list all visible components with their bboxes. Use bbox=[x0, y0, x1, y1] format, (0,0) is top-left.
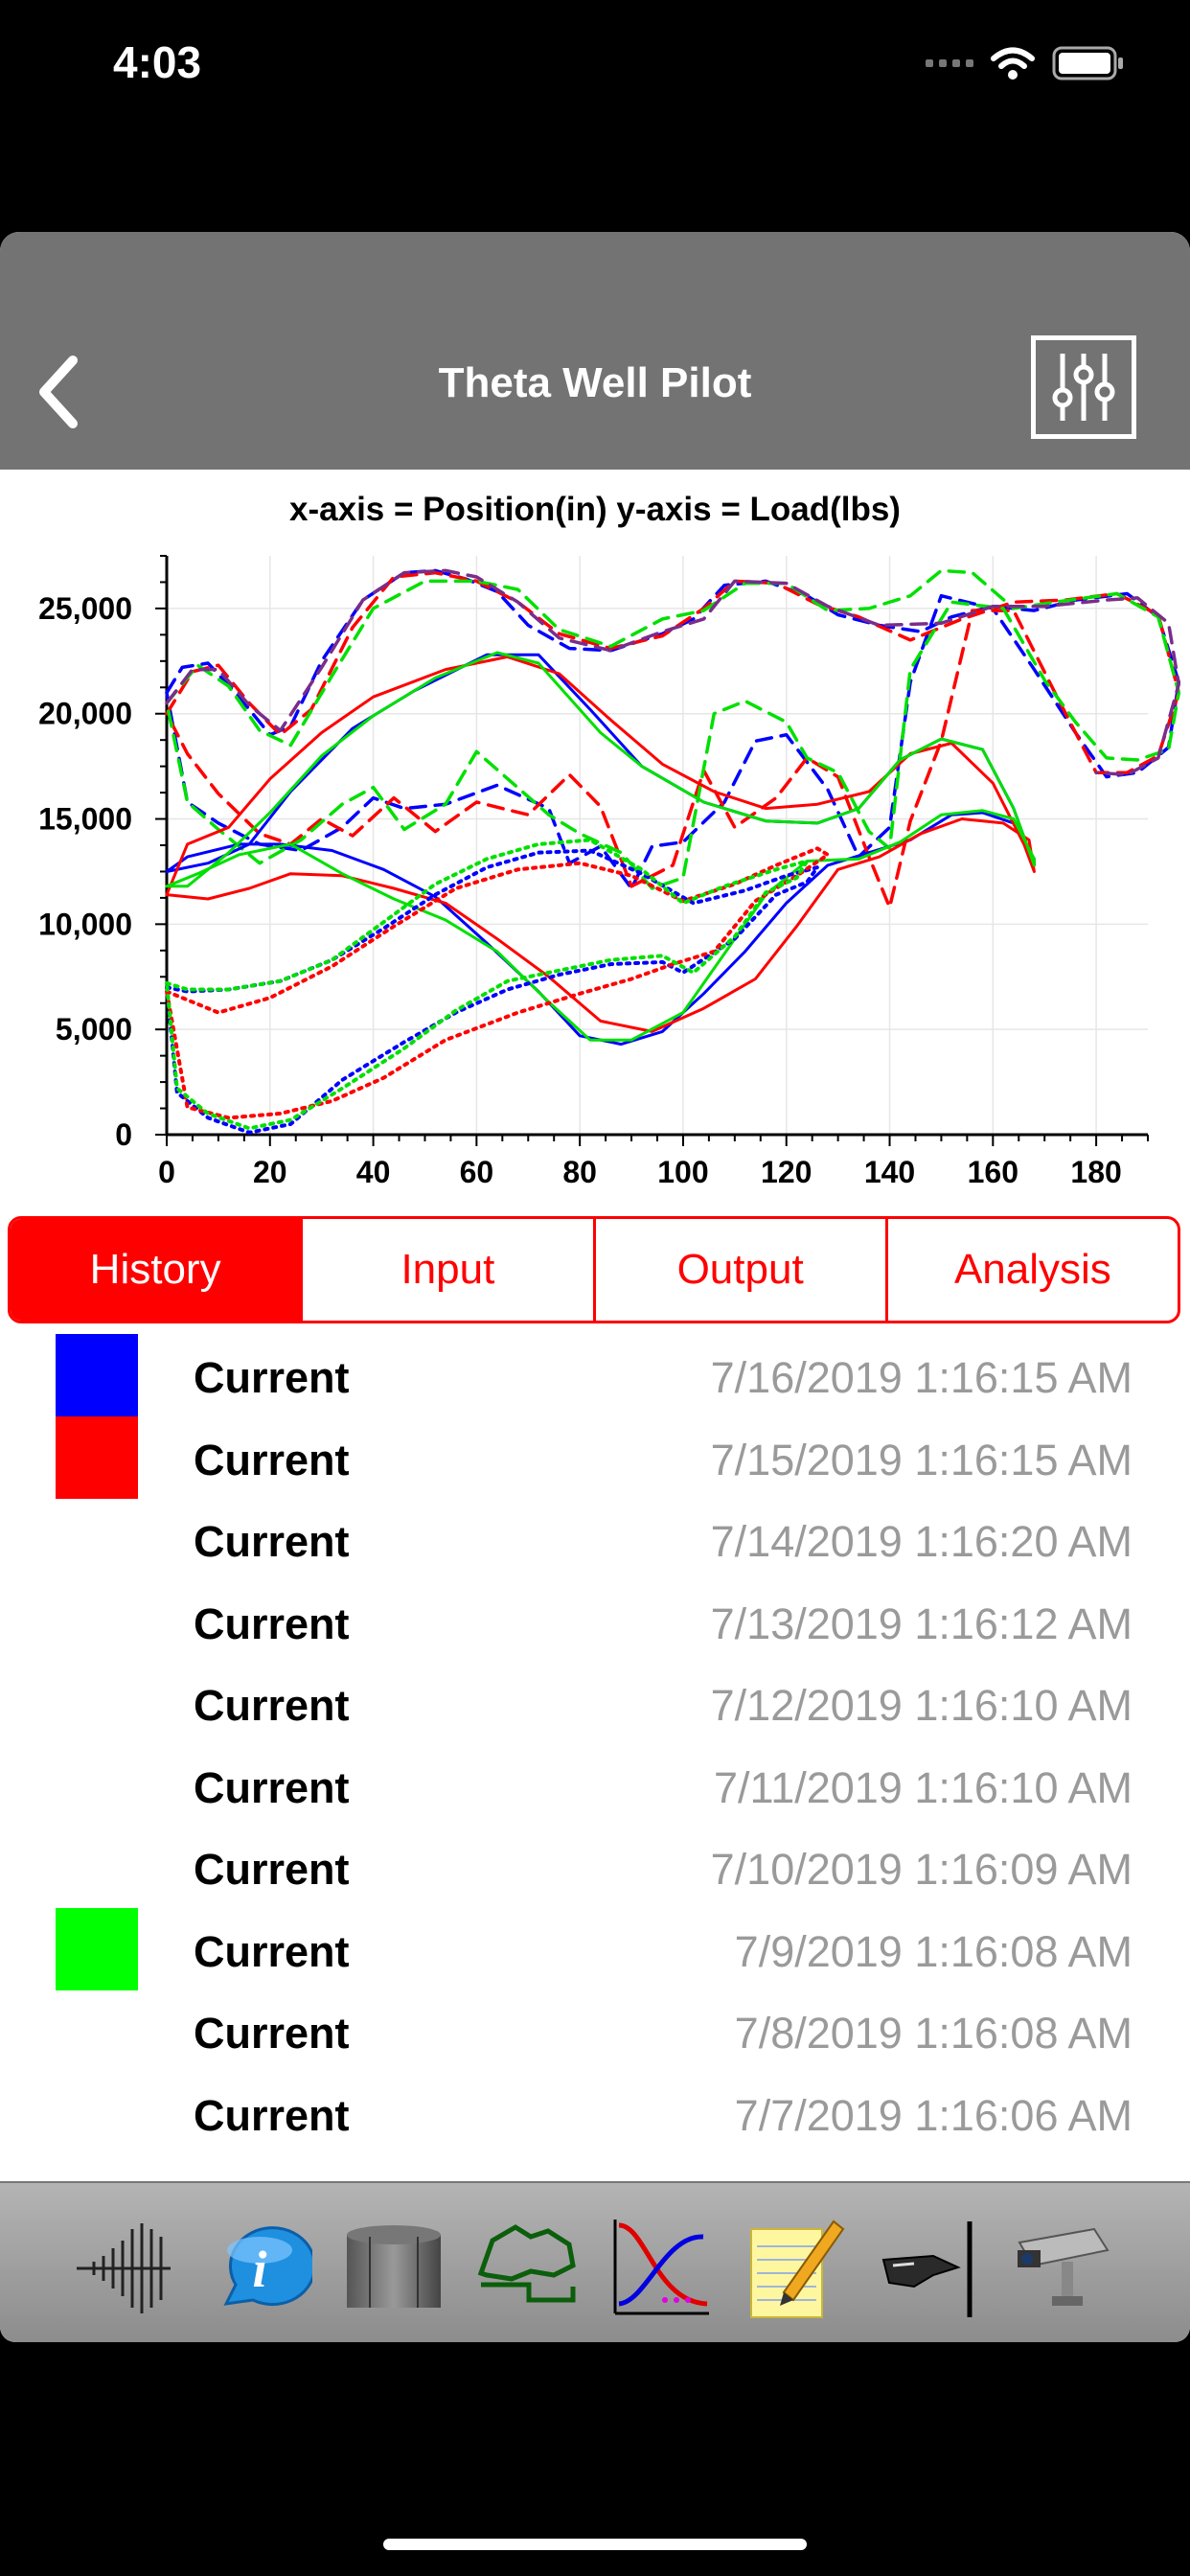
dynamometer-icon[interactable] bbox=[71, 2216, 176, 2321]
color-swatch bbox=[56, 1415, 138, 1499]
list-item-name: Current bbox=[194, 1598, 350, 1648]
home-indicator[interactable] bbox=[383, 2539, 807, 2550]
color-swatch bbox=[56, 1907, 138, 1990]
list-item-name: Current bbox=[194, 1681, 350, 1730]
status-bar: 4:03 bbox=[0, 0, 1190, 134]
list-item-name: Current bbox=[194, 1926, 350, 1976]
status-time: 4:03 bbox=[113, 37, 202, 87]
info-icon[interactable]: i bbox=[207, 2216, 316, 2321]
list-item-date: 7/10/2019 1:16:09 AM bbox=[710, 1845, 1133, 1894]
list-item[interactable]: Current 7/9/2019 1:16:08 AM bbox=[0, 1907, 1190, 1990]
main-panel: Theta Well Pilot 0 20 40 60 80 100 120 140 160 18… bbox=[0, 232, 1190, 2342]
series-line bbox=[165, 568, 1181, 777]
series-line bbox=[165, 651, 1036, 1042]
back-button[interactable] bbox=[27, 349, 94, 435]
x-tick-label: 160 bbox=[968, 1155, 1018, 1189]
series-line bbox=[165, 846, 830, 1120]
list-item[interactable]: Current 7/7/2019 1:16:06 AM bbox=[0, 2072, 1190, 2154]
list-item-date: 7/9/2019 1:16:08 AM bbox=[734, 1926, 1133, 1976]
cellular-signal-icon bbox=[926, 59, 973, 67]
chevron-left-icon bbox=[39, 356, 78, 428]
list-item-name: Current bbox=[194, 1762, 350, 1812]
settings-button[interactable] bbox=[1031, 335, 1136, 439]
chart-title: x-axis = Position(in) y-axis = Load(lbs) bbox=[289, 491, 901, 528]
series-line bbox=[165, 570, 1181, 909]
list-item-date: 7/11/2019 1:16:10 AM bbox=[713, 1762, 1133, 1812]
list-item-name: Current bbox=[194, 1517, 350, 1566]
curve-chart-icon[interactable] bbox=[607, 2216, 713, 2321]
series-line bbox=[165, 568, 1181, 890]
y-tick-label: 20,000 bbox=[38, 697, 132, 731]
y-tick-label: 15,000 bbox=[38, 802, 132, 837]
list-item[interactable]: Current 7/8/2019 1:16:08 AM bbox=[0, 1990, 1190, 2072]
list-item-date: 7/15/2019 1:16:15 AM bbox=[710, 1435, 1133, 1484]
color-swatch bbox=[56, 1334, 138, 1416]
x-tick-label: 80 bbox=[562, 1155, 597, 1189]
x-tick-label: 40 bbox=[356, 1155, 391, 1189]
list-item-date: 7/12/2019 1:16:10 AM bbox=[710, 1681, 1133, 1730]
list-item-date: 7/8/2019 1:16:08 AM bbox=[734, 2009, 1133, 2058]
status-icons bbox=[926, 46, 1125, 80]
list-item-name: Current bbox=[194, 1845, 350, 1894]
y-tick-label: 25,000 bbox=[38, 591, 132, 626]
bottom-toolbar: i bbox=[0, 2181, 1190, 2342]
series-line bbox=[165, 848, 820, 1135]
list-item-date: 7/14/2019 1:16:20 AM bbox=[710, 1517, 1133, 1566]
battery-icon bbox=[1052, 46, 1123, 80]
list-item-date: 7/7/2019 1:16:06 AM bbox=[734, 2090, 1133, 2140]
list-item-name: Current bbox=[194, 1353, 350, 1402]
sliders-icon bbox=[1052, 354, 1115, 421]
series-line bbox=[165, 838, 810, 1131]
x-tick-label: 120 bbox=[761, 1155, 812, 1189]
y-tick-label: 0 bbox=[115, 1117, 132, 1152]
list-item[interactable]: Current 7/12/2019 1:16:10 AM bbox=[0, 1662, 1190, 1744]
tab-output[interactable]: Output bbox=[596, 1219, 888, 1321]
list-item[interactable]: Current 7/16/2019 1:16:15 AM bbox=[0, 1334, 1190, 1416]
wifi-icon bbox=[991, 47, 1035, 80]
list-item-date: 7/16/2019 1:16:15 AM bbox=[710, 1353, 1133, 1402]
list-item-date: 7/13/2019 1:16:12 AM bbox=[710, 1598, 1133, 1648]
list-item-name: Current bbox=[194, 2090, 350, 2140]
list-item-name: Current bbox=[194, 2009, 350, 2058]
page-title: Theta Well Pilot bbox=[438, 359, 752, 406]
tab-analysis[interactable]: Analysis bbox=[953, 1246, 1111, 1293]
x-tick-label: 180 bbox=[1070, 1155, 1121, 1189]
x-tick-label: 140 bbox=[864, 1155, 915, 1189]
tab-bar: History Input Output Analysis bbox=[8, 1216, 1180, 1323]
pump-card-icon[interactable] bbox=[473, 2216, 579, 2321]
list-item[interactable]: Current 7/13/2019 1:16:12 AM bbox=[0, 1580, 1190, 1663]
pointing-hand-icon[interactable] bbox=[876, 2216, 981, 2321]
camera-icon[interactable] bbox=[1008, 2216, 1113, 2321]
y-tick-label: 5,000 bbox=[56, 1012, 132, 1046]
tab-history[interactable]: History bbox=[11, 1219, 304, 1321]
list-item[interactable]: Current 7/14/2019 1:16:20 AM bbox=[0, 1498, 1190, 1580]
navbar: Theta Well Pilot bbox=[0, 232, 1190, 470]
dynamometer-chart: 0 20 40 60 80 100 120 140 160 180 0 5,000 10,000 15,0… bbox=[38, 555, 1181, 1189]
x-tick-label: 60 bbox=[460, 1155, 494, 1189]
y-tick-label: 10,000 bbox=[38, 907, 132, 941]
list-item-name: Current bbox=[194, 1435, 350, 1484]
notepad-icon[interactable] bbox=[742, 2216, 847, 2321]
x-tick-label: 0 bbox=[158, 1155, 175, 1189]
list-item[interactable]: Current 7/15/2019 1:16:15 AM bbox=[0, 1415, 1190, 1499]
list-item[interactable]: Current 7/10/2019 1:16:09 AM bbox=[0, 1826, 1190, 1908]
x-tick-label: 20 bbox=[253, 1155, 287, 1189]
list-item[interactable]: Current 7/11/2019 1:16:10 AM bbox=[0, 1744, 1190, 1827]
history-list[interactable]: Current 7/16/2019 1:16:15 AM Current 7/1… bbox=[0, 1334, 1190, 2323]
tab-input[interactable]: Input bbox=[303, 1219, 596, 1321]
series-line bbox=[165, 568, 1181, 890]
tank-icon[interactable] bbox=[341, 2216, 446, 2321]
svg-text:i: i bbox=[252, 2241, 266, 2298]
x-tick-label: 100 bbox=[657, 1155, 708, 1189]
